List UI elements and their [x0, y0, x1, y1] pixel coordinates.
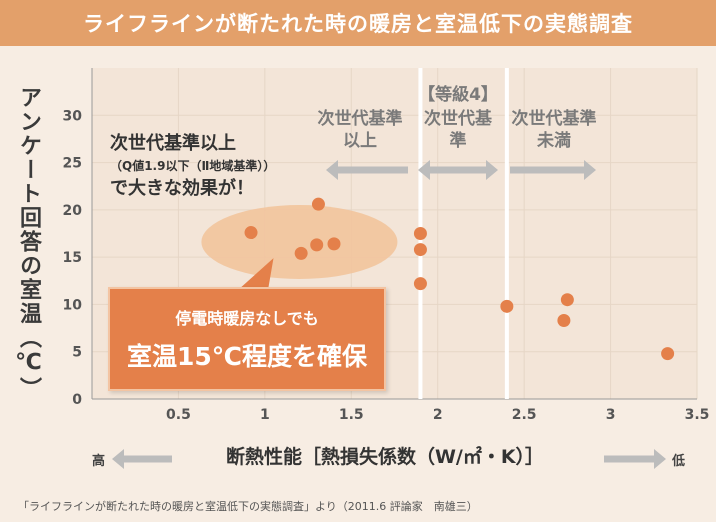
band-arrow-right: [510, 160, 596, 180]
x-axis-label: 断熱性能［熱損失係数（W/㎡・K）］: [225, 446, 545, 468]
data-point-2: [310, 238, 324, 252]
x-direction-arrow-left: [112, 449, 172, 469]
y-tick-label-5: 25: [63, 156, 82, 172]
data-point-11: [661, 347, 675, 361]
x-tick-label-0: 0.5: [166, 407, 191, 423]
x-axis-row: 高 断熱性能［熱損失係数（W/㎡・K）］ 低: [0, 442, 716, 478]
source-footnote: 「ライフラインが断たれた時の暖房と室温低下の実態調査」より（2011.6 評論家…: [18, 500, 478, 513]
x-tick-label-2: 1.5: [339, 407, 364, 423]
x-tick-label-6: 3.5: [685, 407, 710, 423]
x-direction-arrow-right: [604, 449, 666, 469]
x-axis-high-label: 高: [92, 454, 106, 469]
data-point-5: [413, 227, 427, 240]
y-tick-label-4: 20: [63, 203, 83, 219]
effect-note-line3: で大きな効果が！: [110, 178, 254, 199]
y-tick-label-1: 5: [72, 345, 82, 361]
data-point-1: [294, 246, 308, 260]
x-tick-label-4: 2.5: [512, 407, 537, 423]
highlight-ellipse: [201, 205, 398, 280]
y-tick-label-3: 15: [63, 250, 82, 266]
band-arrow-left: [326, 160, 408, 180]
callout-box: 停電時暖房なしでも 室温15℃程度を確保: [108, 287, 386, 391]
page-title: ライフラインが断たれた時の暖房と室温低下の実態調査: [83, 12, 633, 36]
band-label-left: 次世代基準以上: [317, 109, 403, 151]
x-tick-label-3: 2: [433, 407, 443, 423]
data-point-8: [500, 299, 514, 313]
x-axis-low-label: 低: [672, 454, 686, 469]
x-tick-label-5: 3: [606, 407, 616, 423]
band-label-right: 次世代基準未満: [511, 109, 597, 151]
y-axis-label: アンケート回答の室温（℃）: [16, 86, 41, 401]
y-tick-label-6: 30: [63, 108, 83, 124]
data-point-0: [244, 226, 258, 240]
data-point-10: [560, 293, 574, 307]
data-point-4: [327, 237, 341, 251]
callout-line2: 室温15℃程度を確保: [126, 342, 368, 371]
effect-note-line2: （Q値1.9以下（Ⅱ地域基準））: [110, 159, 276, 173]
y-tick-label-0: 0: [72, 392, 82, 408]
data-point-7: [413, 277, 427, 291]
effect-note: 次世代基準以上 （Q値1.9以下（Ⅱ地域基準）） で大きな効果が！: [110, 132, 275, 202]
callout-line1: 停電時暖房なしでも: [175, 309, 319, 328]
data-point-9: [557, 314, 571, 328]
data-point-6: [413, 243, 427, 257]
title-banner: ライフラインが断たれた時の暖房と室温低下の実態調査: [0, 0, 716, 46]
effect-note-line1: 次世代基準以上: [110, 133, 236, 154]
data-point-3: [311, 197, 325, 211]
band-label-grade: 【等級4】: [418, 85, 498, 105]
callout-pointer: [238, 258, 274, 290]
x-tick-label-1: 1: [260, 407, 270, 423]
y-tick-label-2: 10: [63, 297, 83, 313]
band-arrow-middle: [418, 160, 498, 180]
band-label-middle: 次世代基準: [424, 109, 492, 151]
